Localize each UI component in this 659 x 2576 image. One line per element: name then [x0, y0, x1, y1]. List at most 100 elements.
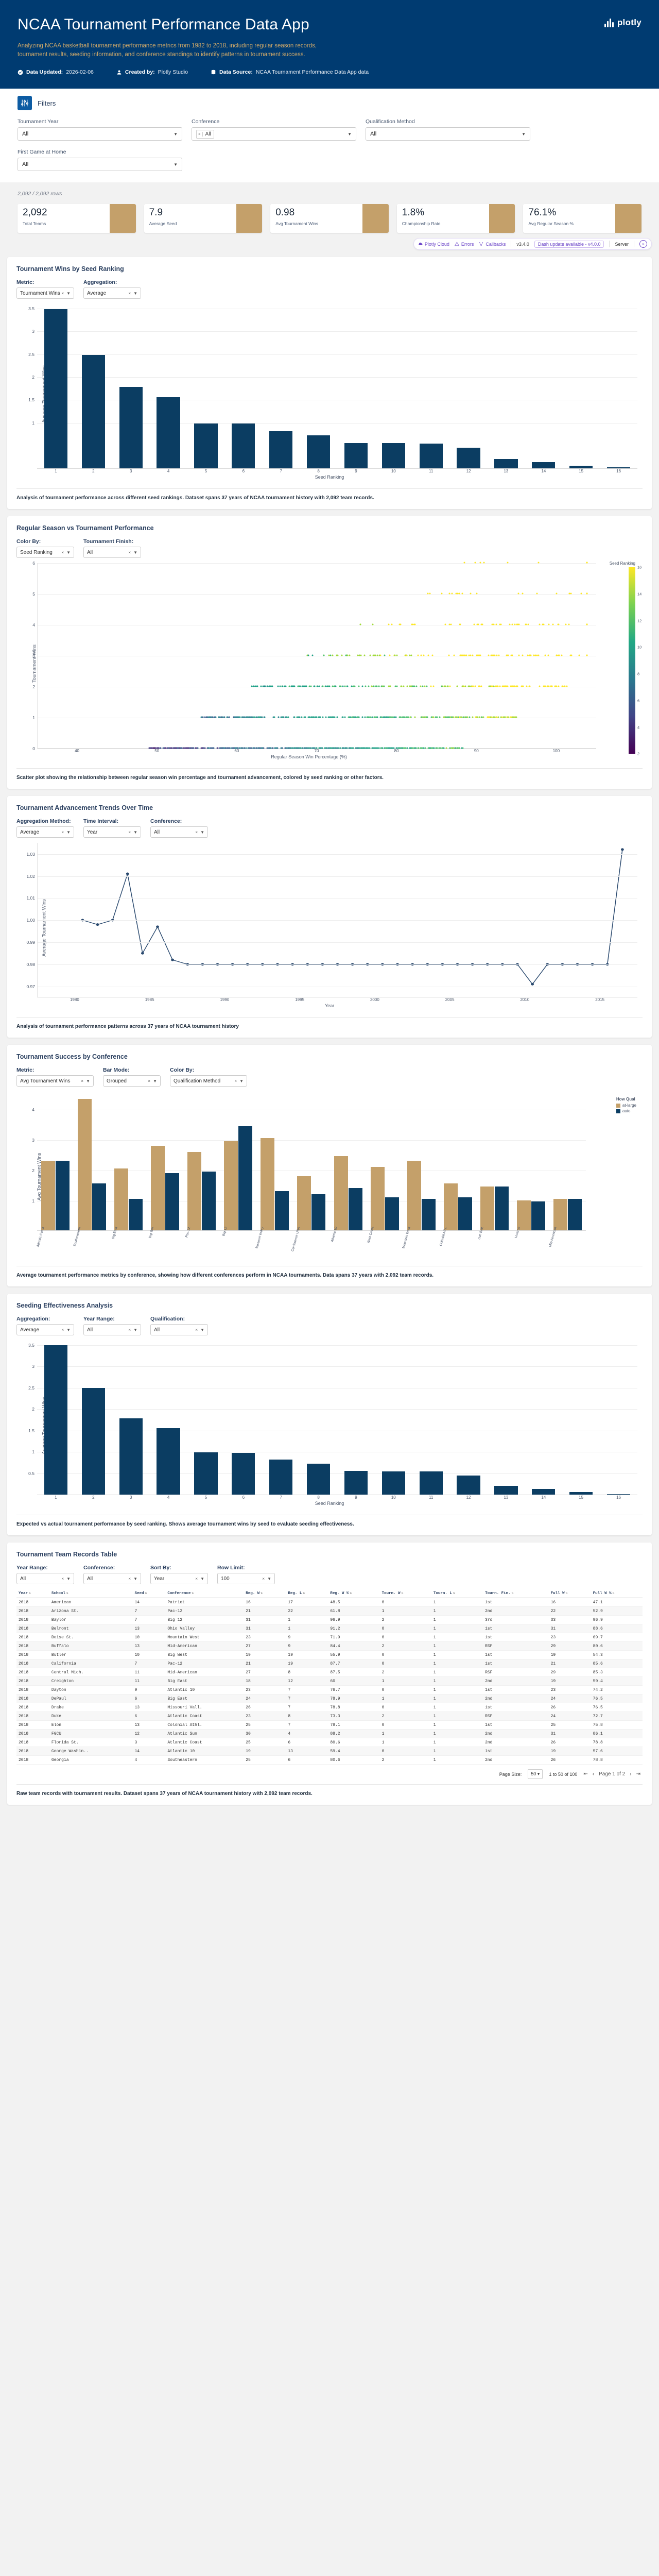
sort-icon[interactable]: ⇅ — [565, 1591, 568, 1596]
scatter-point[interactable] — [478, 716, 480, 718]
scatter-point[interactable] — [213, 716, 215, 718]
scatter-point[interactable] — [426, 716, 428, 718]
scatter-point[interactable] — [372, 654, 374, 656]
scatter-point[interactable] — [288, 685, 290, 687]
scatter-point[interactable] — [271, 685, 273, 687]
scatter-point[interactable] — [261, 716, 263, 718]
scatter-point[interactable] — [346, 654, 349, 656]
scatter-point[interactable] — [188, 747, 190, 749]
scatter-point[interactable] — [509, 716, 511, 718]
scatter-point[interactable] — [402, 747, 404, 749]
scatter-point[interactable] — [252, 747, 254, 749]
bar[interactable] — [129, 1198, 143, 1231]
scatter-point[interactable] — [330, 716, 332, 718]
scatter-point[interactable] — [382, 716, 384, 718]
legend-item[interactable]: auto — [616, 1109, 636, 1113]
scatter-point[interactable] — [171, 747, 173, 749]
scatter-point[interactable] — [502, 685, 505, 687]
scatter-point[interactable] — [471, 685, 473, 687]
dash-dev-toolbar[interactable]: Plotly Cloud Errors Callbacks v3.4.0 Das… — [413, 238, 652, 250]
table-row[interactable]: 2018 Creighton 11 Big East 18 12 60 1 1 2nd 19 59.4 — [16, 1676, 643, 1686]
bar[interactable] — [532, 1488, 556, 1495]
table-row[interactable]: 2018 Dayton 9 Atlantic 10 23 7 76.7 0 1 1st 23 74.2 — [16, 1685, 643, 1695]
scatter-point[interactable] — [431, 654, 433, 656]
scatter-point[interactable] — [282, 716, 284, 718]
scatter-point[interactable] — [220, 716, 222, 718]
year-range-select-table[interactable]: All × ▼ — [16, 1573, 74, 1585]
scatter-point[interactable] — [406, 716, 408, 718]
scatter-point[interactable] — [493, 716, 495, 718]
scatter-point[interactable] — [371, 716, 373, 718]
sort-icon[interactable]: ⇅ — [401, 1591, 404, 1596]
scatter-point[interactable] — [445, 716, 447, 718]
scatter-point[interactable] — [371, 747, 373, 749]
scatter-point[interactable] — [269, 685, 271, 687]
scatter-point[interactable] — [477, 623, 479, 625]
aggregation-select-seed[interactable]: Average × ▼ — [16, 1324, 74, 1336]
table-column-header[interactable]: Reg. W ⇅ — [244, 1589, 286, 1599]
scatter-point[interactable] — [385, 747, 387, 749]
scatter-point[interactable] — [296, 716, 298, 718]
scatter-point[interactable] — [311, 747, 313, 749]
scatter-point[interactable] — [414, 716, 416, 718]
scatter-point[interactable] — [493, 623, 495, 625]
scatter-point[interactable] — [539, 685, 541, 687]
bar[interactable] — [381, 1471, 405, 1495]
scatter-point[interactable] — [568, 623, 570, 625]
bar[interactable] — [194, 423, 218, 469]
bar[interactable] — [494, 459, 518, 469]
scatter-point[interactable] — [321, 747, 323, 749]
scatter-point[interactable] — [435, 747, 437, 749]
scatter-point[interactable] — [318, 685, 320, 687]
scatter-point[interactable] — [472, 716, 474, 718]
scatter-point[interactable] — [476, 716, 478, 718]
table-row[interactable]: 2018 American 14 Patriot 16 17 48.5 0 1 1st 16 47.1 — [16, 1598, 643, 1607]
sort-icon[interactable]: ⇅ — [453, 1591, 455, 1596]
scatter-point[interactable] — [411, 623, 413, 625]
scatter-point[interactable] — [422, 685, 424, 687]
scatter-point[interactable] — [516, 685, 518, 687]
scatter-point[interactable] — [561, 685, 563, 687]
scatter-point[interactable] — [167, 747, 169, 749]
scatter-point[interactable] — [266, 747, 268, 749]
scatter-point[interactable] — [446, 685, 448, 687]
scatter-point[interactable] — [496, 654, 498, 656]
sort-icon[interactable]: ⇅ — [66, 1591, 68, 1596]
bar[interactable] — [306, 1464, 331, 1495]
scatter-point[interactable] — [381, 747, 384, 749]
scatter-point[interactable] — [423, 716, 425, 718]
scatter-point[interactable] — [376, 685, 378, 687]
scatter-point[interactable] — [285, 685, 287, 687]
scatter-point[interactable] — [357, 654, 359, 656]
row-limit-select[interactable]: 100 × ▼ — [217, 1573, 275, 1585]
scatter-point[interactable] — [493, 654, 495, 656]
table-row[interactable]: 2018 Drake 13 Missouri Vall. 26 7 78.8 0 1 1st 26 7… — [16, 1703, 643, 1713]
scatter-point[interactable] — [364, 716, 366, 718]
scatter-point[interactable] — [230, 747, 232, 749]
errors-button[interactable]: Errors — [454, 242, 474, 247]
scatter-point[interactable] — [458, 716, 460, 718]
data-point[interactable] — [141, 952, 144, 955]
data-point[interactable] — [156, 925, 159, 928]
scatter-point[interactable] — [217, 747, 219, 749]
scatter-point[interactable] — [287, 716, 289, 718]
scatter-point[interactable] — [566, 685, 568, 687]
scatter-point[interactable] — [511, 654, 513, 656]
scatter-point[interactable] — [453, 654, 455, 656]
bar[interactable] — [119, 386, 143, 469]
scatter-point[interactable] — [212, 716, 214, 718]
scatter-point[interactable] — [507, 562, 509, 564]
scatter-point[interactable] — [284, 685, 286, 687]
scatter-point[interactable] — [308, 747, 310, 749]
scatter-point[interactable] — [500, 623, 502, 625]
scatter-point[interactable] — [374, 654, 376, 656]
scatter-point[interactable] — [303, 685, 305, 687]
scatter-point[interactable] — [339, 685, 341, 687]
qualification-select[interactable]: All × ▼ — [150, 1324, 208, 1336]
scatter-point[interactable] — [395, 747, 397, 749]
scatter-point[interactable] — [240, 747, 242, 749]
scatter-point[interactable] — [467, 685, 470, 687]
scatter-point[interactable] — [513, 716, 515, 718]
table-row[interactable]: 2018 Elon 13 Colonial Athl. 25 7 78.1 0 1 1st 25 75… — [16, 1720, 643, 1730]
scatter-point[interactable] — [380, 716, 382, 718]
